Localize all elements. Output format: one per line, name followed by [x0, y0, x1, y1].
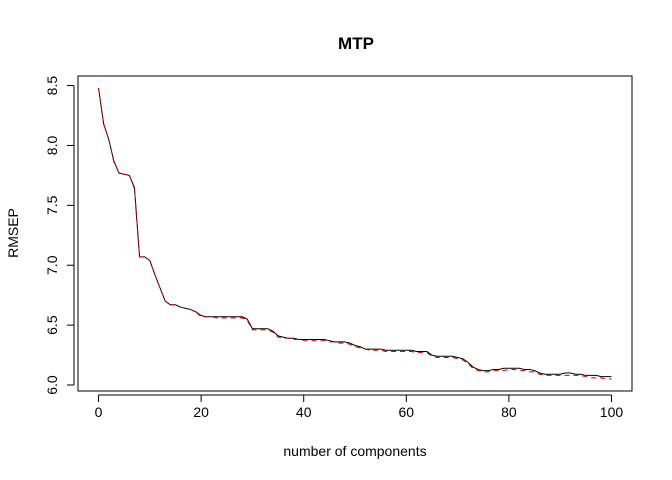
- y-tick-label: 6.0: [44, 375, 60, 395]
- y-tick-label: 7.5: [44, 195, 60, 215]
- x-tick-label: 40: [296, 404, 312, 420]
- x-tick-label: 20: [193, 404, 209, 420]
- y-axis: 6.0 6.5 7.0 7.5 8.0 8.5: [44, 76, 75, 395]
- x-tick-label: 80: [501, 404, 517, 420]
- y-tick-label: 7.0: [44, 255, 60, 275]
- plot-frame: [77, 75, 633, 392]
- series-line-1: [98, 87, 612, 378]
- x-tick-label: 100: [600, 404, 624, 420]
- chart-title: MTP: [338, 34, 374, 53]
- x-axis-label: number of components: [283, 443, 426, 459]
- y-tick-label: 8.5: [44, 76, 60, 96]
- x-axis: 0 20 40 60 80 100: [95, 394, 624, 420]
- x-tick-label: 60: [399, 404, 415, 420]
- y-tick-label: 6.5: [44, 315, 60, 335]
- series-layer: [98, 87, 612, 380]
- series-line-2: [98, 87, 612, 380]
- x-tick-label: 0: [95, 404, 103, 420]
- y-axis-label: RMSEP: [5, 208, 21, 258]
- y-tick-label: 8.0: [44, 136, 60, 156]
